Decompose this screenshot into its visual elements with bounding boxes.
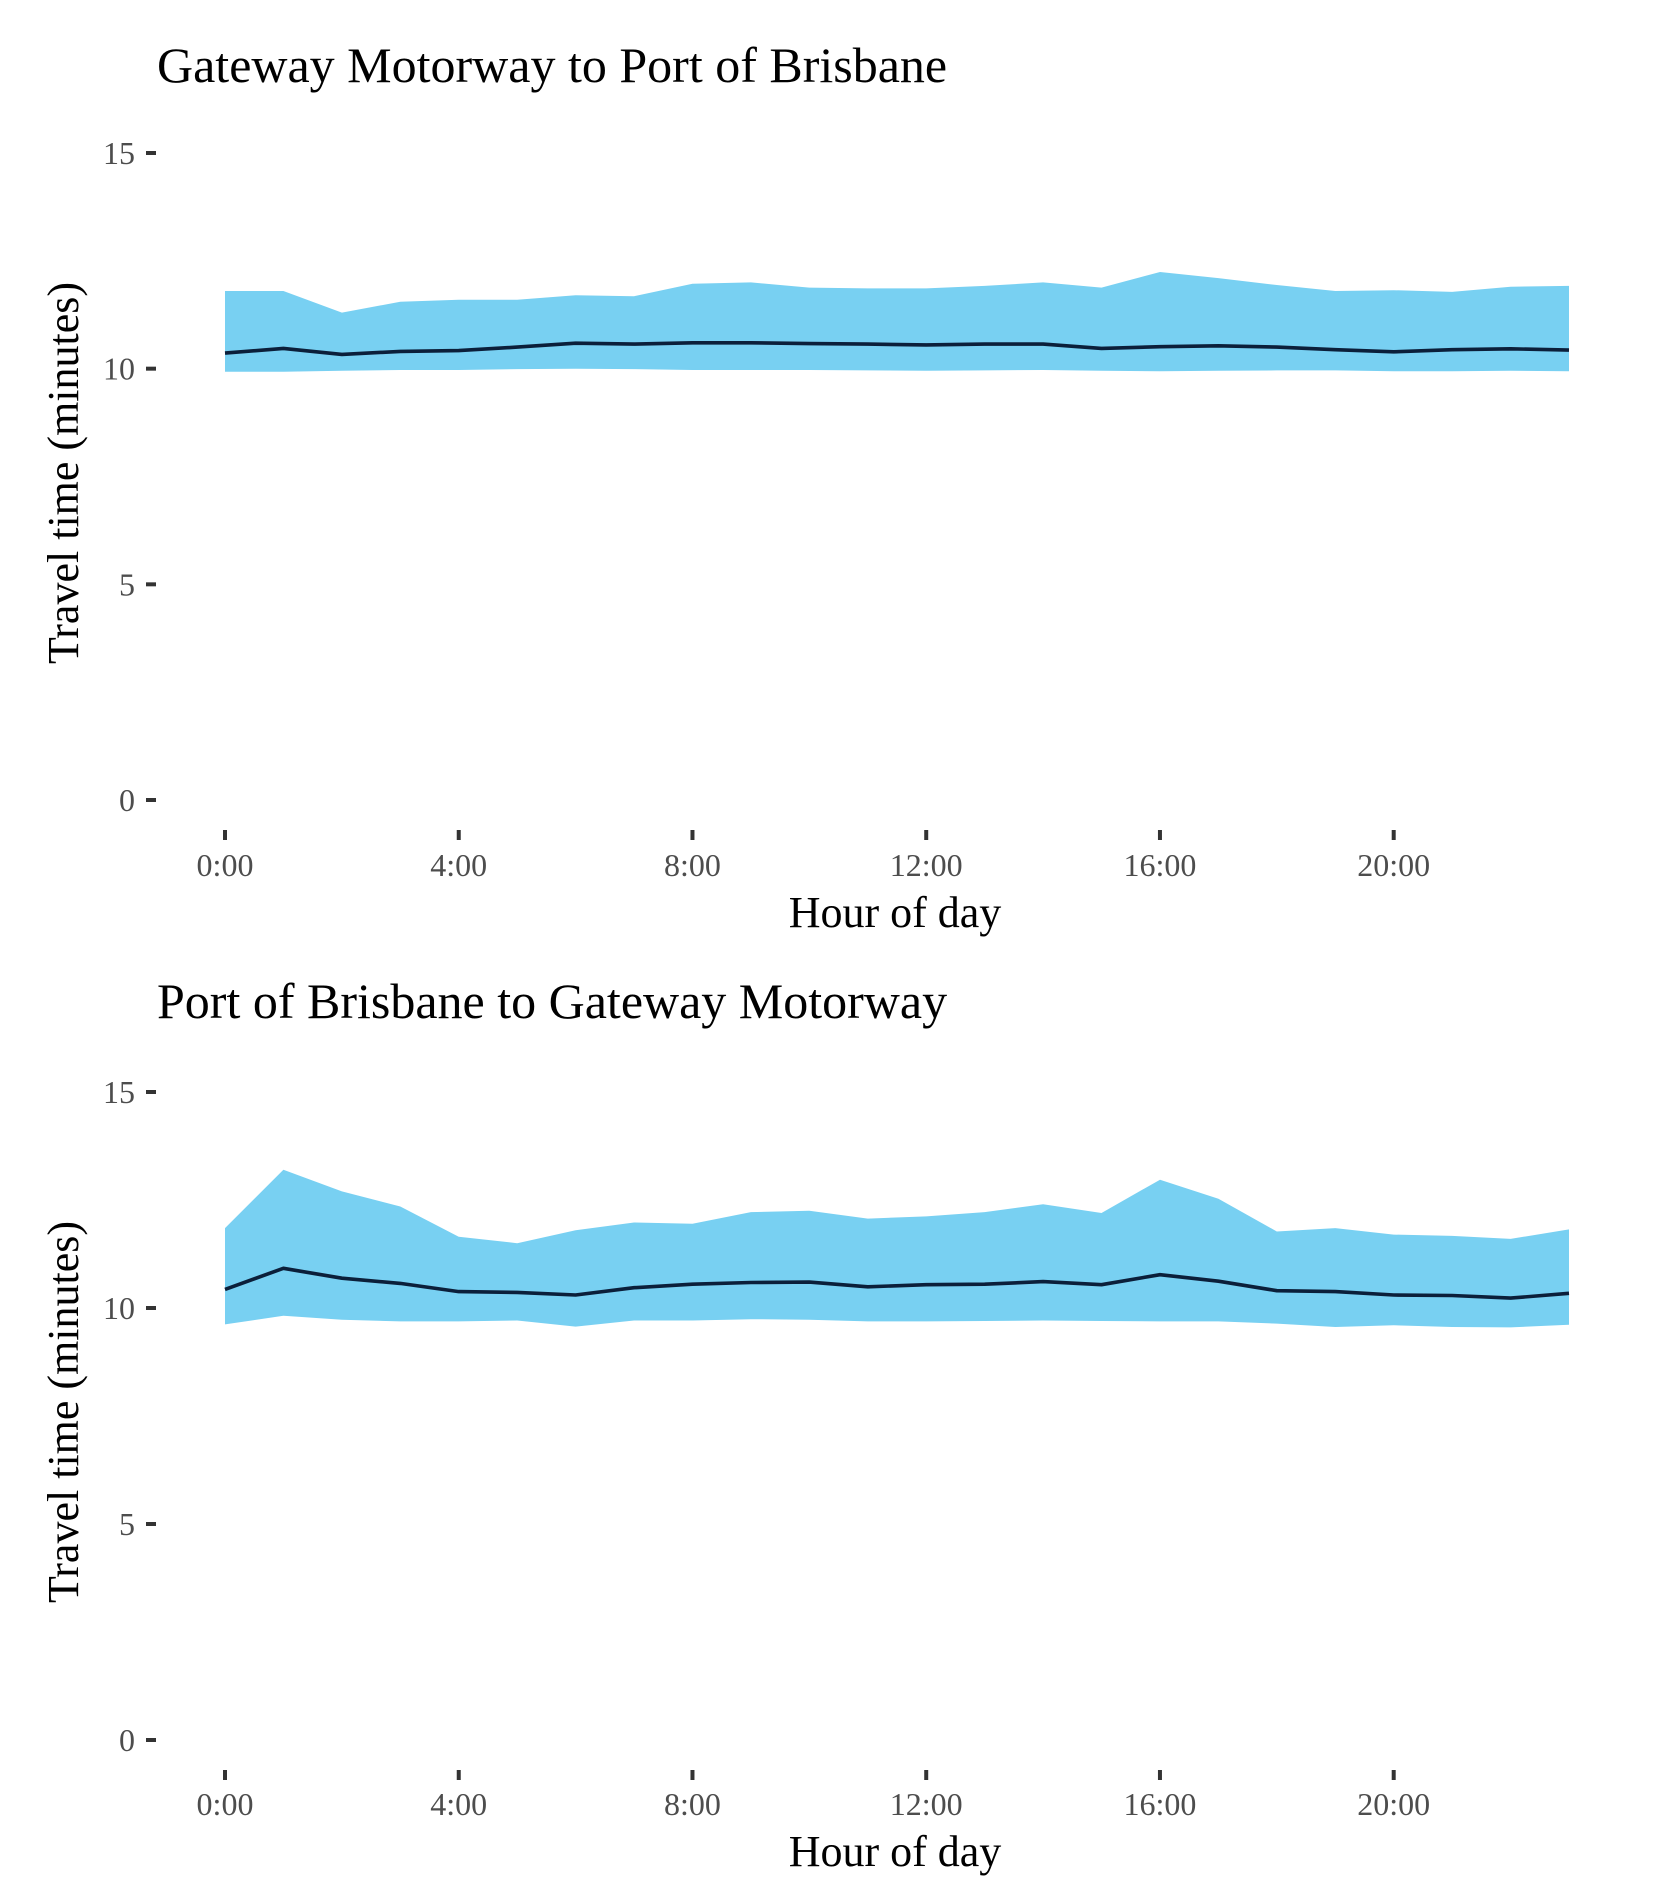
x-tick-label: 0:00 bbox=[197, 847, 254, 883]
y-tick-label: 5 bbox=[119, 1506, 135, 1542]
x-tick-label: 0:00 bbox=[197, 1786, 254, 1822]
y-tick-label: 5 bbox=[119, 566, 135, 602]
x-tick-label: 16:00 bbox=[1124, 847, 1197, 883]
median-line bbox=[224, 1266, 1570, 1300]
chart-panel-port-to-gateway: Port of Brisbane to Gateway Motorway Tra… bbox=[39, 973, 1570, 1876]
x-tick-label: 4:00 bbox=[430, 1786, 487, 1822]
y-axis-title: Travel time (minutes) bbox=[39, 282, 88, 664]
x-axis-ticks: 0:00 4:00 8:00 12:00 16:00 20:00 bbox=[197, 830, 1430, 883]
x-tick-label: 12:00 bbox=[890, 1786, 963, 1822]
y-axis-ticks: 0 5 10 15 bbox=[103, 1074, 156, 1758]
x-axis-title: Hour of day bbox=[789, 1827, 1002, 1876]
x-tick-label: 16:00 bbox=[1124, 1786, 1197, 1822]
chart-title: Port of Brisbane to Gateway Motorway bbox=[157, 973, 947, 1029]
chart-title: Gateway Motorway to Port of Brisbane bbox=[157, 37, 947, 93]
y-tick-label: 0 bbox=[119, 1722, 135, 1758]
x-tick-label: 8:00 bbox=[664, 1786, 721, 1822]
x-tick-label: 4:00 bbox=[430, 847, 487, 883]
x-tick-label: 8:00 bbox=[664, 847, 721, 883]
y-tick-label: 0 bbox=[119, 782, 135, 818]
y-axis-ticks: 0 5 10 15 bbox=[103, 135, 156, 818]
x-axis-ticks: 0:00 4:00 8:00 12:00 16:00 20:00 bbox=[197, 1770, 1430, 1822]
y-tick-label: 15 bbox=[103, 135, 135, 171]
interval-band bbox=[225, 1169, 1569, 1328]
interval-band bbox=[225, 272, 1569, 372]
chart-panel-gateway-to-port: Gateway Motorway to Port of Brisbane Tra… bbox=[39, 37, 1570, 937]
median-line bbox=[224, 341, 1570, 357]
x-axis-title: Hour of day bbox=[789, 888, 1002, 937]
x-tick-label: 12:00 bbox=[890, 847, 963, 883]
x-tick-label: 20:00 bbox=[1357, 847, 1430, 883]
x-tick-label: 20:00 bbox=[1357, 1786, 1430, 1822]
y-tick-label: 15 bbox=[103, 1074, 135, 1110]
y-tick-label: 10 bbox=[103, 1290, 135, 1326]
y-tick-label: 10 bbox=[103, 351, 135, 387]
y-axis-title: Travel time (minutes) bbox=[39, 1221, 88, 1603]
